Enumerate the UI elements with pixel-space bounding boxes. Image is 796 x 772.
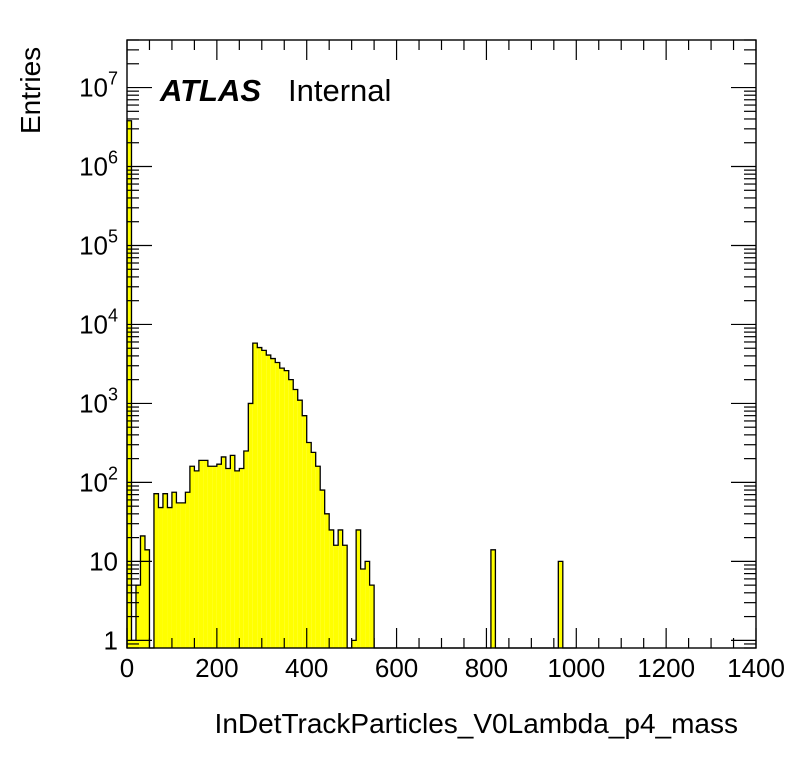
x-tick-label: 1400 xyxy=(727,653,785,683)
histogram-bar xyxy=(162,493,168,648)
histogram-bar xyxy=(257,347,262,648)
histogram-bar xyxy=(270,358,276,648)
x-tick-label: 1000 xyxy=(547,653,605,683)
histogram-bar xyxy=(216,464,222,648)
histogram-bar xyxy=(284,370,289,648)
histogram-bar xyxy=(320,490,325,648)
histogram-bar xyxy=(198,460,204,648)
histogram-bar xyxy=(333,545,339,648)
histogram-bar xyxy=(293,389,298,648)
histogram-bar xyxy=(234,470,240,648)
y-tick-label: 1 xyxy=(104,625,118,655)
histogram-bar xyxy=(171,492,177,648)
histogram-bar xyxy=(212,466,217,648)
x-tick-label: 0 xyxy=(120,653,134,683)
y-tick-labels: 1 10 102 103 104 105 106 107 xyxy=(79,69,118,656)
histogram-bar xyxy=(140,535,145,648)
histogram-bar xyxy=(207,466,213,648)
histogram-bar xyxy=(194,470,199,648)
histogram-bar xyxy=(275,362,280,648)
histogram-bar xyxy=(185,492,190,648)
atlas-label: ATLAS xyxy=(159,73,261,108)
y-tick-label: 10 xyxy=(89,546,118,576)
histogram-bar xyxy=(360,569,366,648)
histogram-bar xyxy=(365,561,370,648)
histogram-bar xyxy=(153,493,159,648)
histogram-bar xyxy=(203,460,208,648)
histogram-bar xyxy=(306,442,312,648)
histogram-bar xyxy=(342,545,348,648)
histogram-bar xyxy=(324,513,330,648)
x-tick-label: 800 xyxy=(465,653,508,683)
histogram-bar xyxy=(329,529,334,648)
histogram-bar xyxy=(351,640,357,648)
histogram-bar xyxy=(230,455,235,648)
x-tick-label: 400 xyxy=(285,653,328,683)
histogram-bar xyxy=(297,400,303,648)
internal-label: Internal xyxy=(288,73,391,108)
x-tick-labels: 0 200 400 600 800 1000 1200 1400 xyxy=(120,653,785,683)
histogram-bar xyxy=(266,355,271,648)
histogram-bar xyxy=(144,549,150,648)
histogram-bar xyxy=(225,468,231,648)
x-axis-title: InDetTrackParticles_V0Lambda_p4_mass xyxy=(215,708,738,739)
y-tick-label: 103 xyxy=(79,384,118,418)
y-tick-label: 105 xyxy=(79,226,118,260)
histogram-bars xyxy=(127,120,563,648)
histogram-bar xyxy=(180,502,186,648)
histogram-bar xyxy=(558,561,563,648)
y-tick-label: 106 xyxy=(79,148,118,182)
x-tick-label: 1200 xyxy=(637,653,695,683)
histogram-bar xyxy=(239,468,244,648)
histogram-bar xyxy=(248,403,253,648)
histogram-bar xyxy=(302,415,307,648)
plot-frame xyxy=(126,39,757,649)
histogram-bar xyxy=(311,452,316,648)
histogram-bar xyxy=(167,507,172,648)
histogram-bar xyxy=(176,502,181,648)
histogram-bar xyxy=(158,507,163,648)
histogram-bar xyxy=(189,466,195,648)
histogram-bar xyxy=(356,529,361,648)
histogram-bar xyxy=(338,529,343,648)
histogram-bar xyxy=(315,466,321,648)
y-tick-label: 104 xyxy=(79,305,118,339)
histogram-bar xyxy=(490,549,496,648)
x-tick-label: 200 xyxy=(195,653,238,683)
histogram-bar xyxy=(252,343,258,648)
histogram-bar xyxy=(369,585,375,648)
y-tick-label: 102 xyxy=(79,463,118,497)
histogram-bar xyxy=(127,120,132,648)
histogram-bar xyxy=(221,456,226,648)
histogram-bar xyxy=(288,379,294,648)
x-tick-label: 600 xyxy=(375,653,418,683)
histogram-bar xyxy=(243,450,249,648)
histogram-bar xyxy=(261,350,267,648)
y-axis-title: Entries xyxy=(15,47,46,134)
y-tick-label: 107 xyxy=(79,69,118,103)
histogram-bar xyxy=(279,368,285,648)
